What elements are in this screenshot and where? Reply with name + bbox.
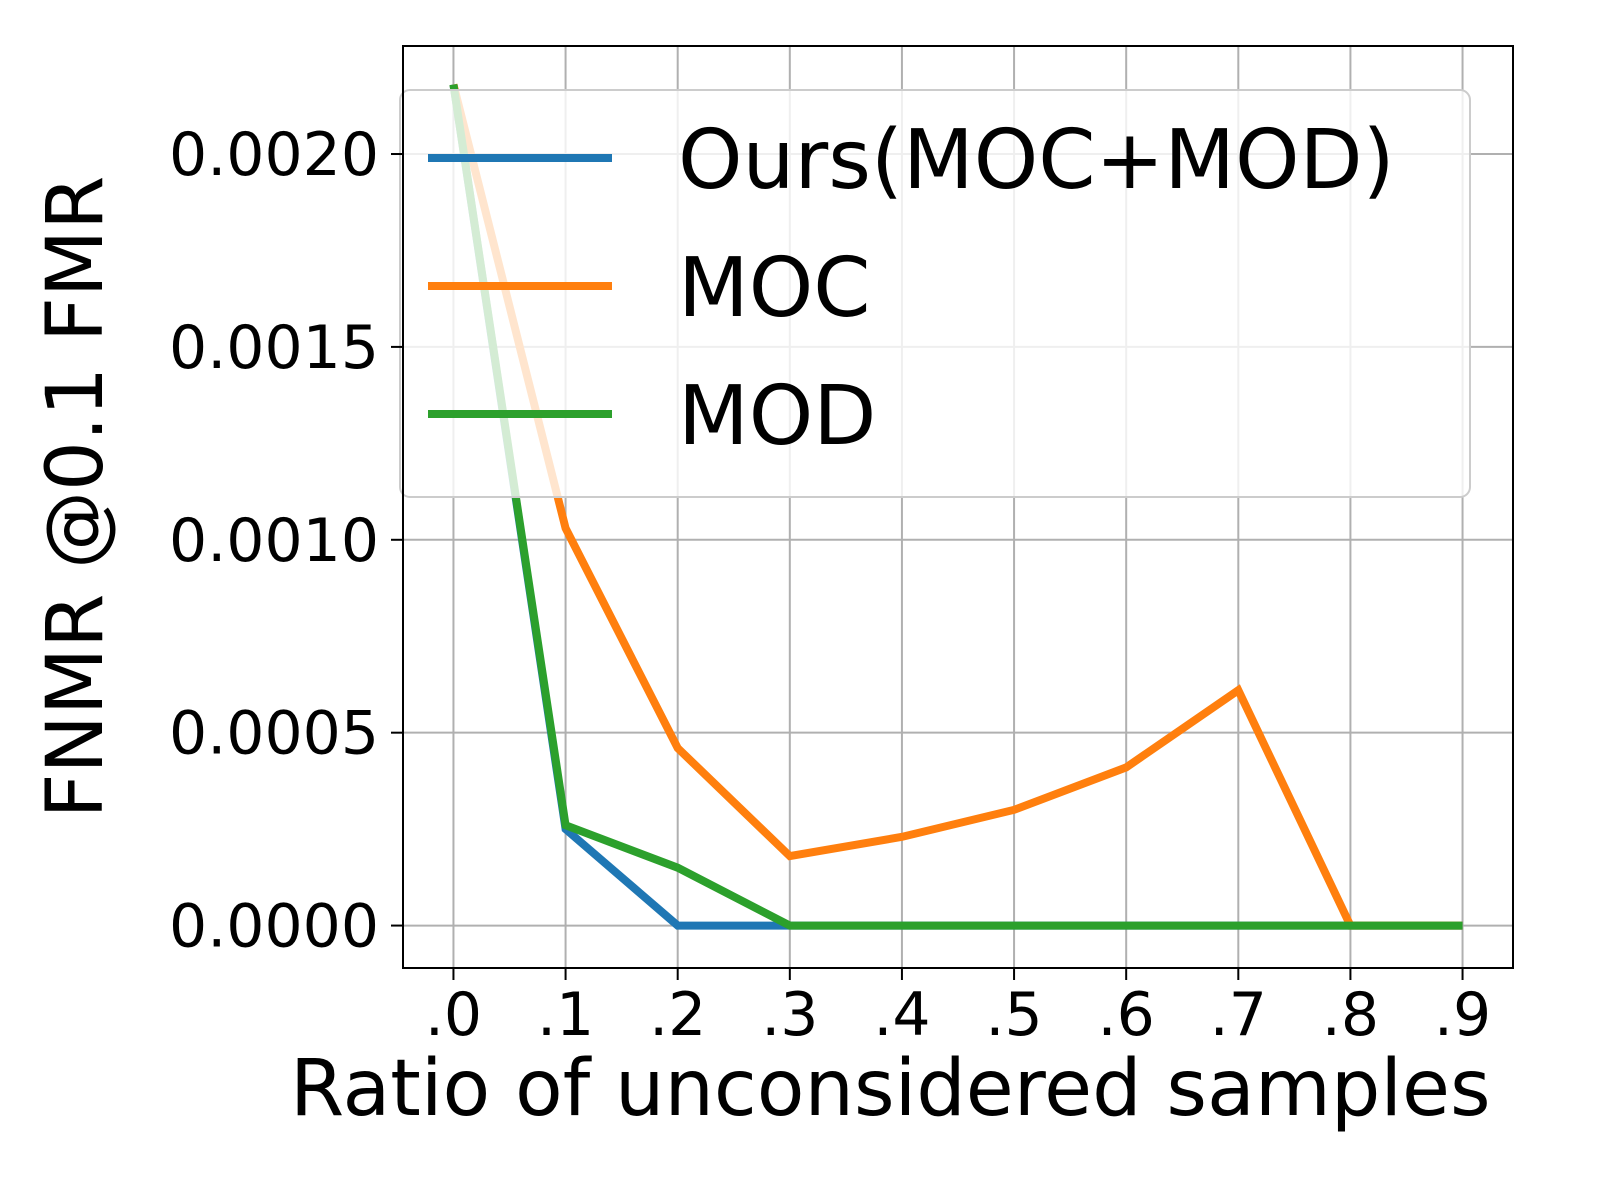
series-line-moc xyxy=(449,83,1463,930)
y-tick-label: 0.0015 xyxy=(169,313,379,383)
y-tick-label: 0.0005 xyxy=(169,699,379,769)
y-tick-label: 0.0000 xyxy=(169,892,379,962)
x-tick-label: .5 xyxy=(985,980,1042,1050)
x-tick-label: .3 xyxy=(761,980,818,1050)
x-tick-label: .0 xyxy=(425,980,482,1050)
x-tick-label: .6 xyxy=(1098,980,1155,1050)
series-line-mod xyxy=(449,83,1463,930)
series-lines xyxy=(449,83,1463,930)
x-axis-ticks: .0 .1 .2 .3 .4 .5 .6 .7 .8 .9 xyxy=(425,968,1491,1050)
legend-label: Ours(MOC+MOD) xyxy=(678,113,1395,208)
legend-label: MOD xyxy=(678,369,876,464)
legend-label: MOC xyxy=(678,241,871,336)
x-tick-label: .1 xyxy=(537,980,594,1050)
x-tick-label: .8 xyxy=(1322,980,1379,1050)
x-tick-label: .7 xyxy=(1210,980,1267,1050)
y-axis-label: FNMR @0.1 FMR xyxy=(31,176,121,819)
x-tick-label: .2 xyxy=(649,980,706,1050)
x-tick-label: .4 xyxy=(873,980,930,1050)
y-axis-ticks: 0.0000 0.0005 0.0010 0.0015 0.0020 xyxy=(169,120,403,962)
x-tick-label: .9 xyxy=(1434,980,1491,1050)
plot-frame xyxy=(402,45,1514,969)
legend-box xyxy=(399,89,1471,498)
legend: Ours(MOC+MOD) MOC MOD xyxy=(399,89,1471,498)
y-tick-label: 0.0020 xyxy=(169,120,379,190)
y-tick-label: 0.0010 xyxy=(169,506,379,576)
x-axis-label: Ratio of unconsidered samples xyxy=(290,1044,1491,1134)
